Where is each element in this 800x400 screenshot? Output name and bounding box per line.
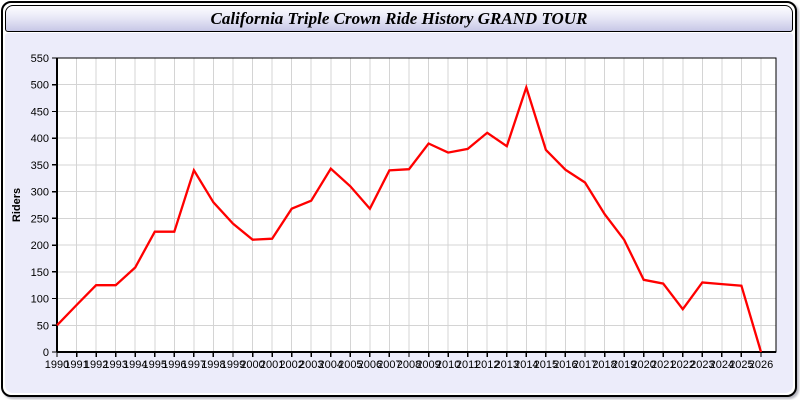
x-tick-label: 2012 — [475, 359, 499, 371]
x-tick-label: 1998 — [201, 359, 225, 371]
x-tick-label: 2021 — [651, 359, 675, 371]
title-bar: California Triple Crown Ride History GRA… — [5, 5, 793, 32]
x-tick-label: 2001 — [260, 359, 284, 371]
x-tick-label: 1992 — [84, 359, 108, 371]
riders-data-line — [56, 83, 763, 353]
x-tick-label: 2024 — [710, 359, 734, 371]
y-tick-label: 150 — [31, 267, 49, 279]
y-tick-label: 0 — [43, 347, 49, 359]
x-tick-label: 2005 — [338, 359, 362, 371]
x-tick-label: 2022 — [671, 359, 695, 371]
x-tick-label: 2000 — [240, 359, 264, 371]
x-tick-label: 2025 — [729, 359, 753, 371]
x-tick-label: 1995 — [143, 359, 167, 371]
x-tick-label: 1997 — [182, 359, 206, 371]
y-tick-label: 200 — [31, 240, 49, 252]
x-tick-label: 2015 — [534, 359, 558, 371]
page-title: California Triple Crown Ride History GRA… — [210, 8, 588, 28]
x-tick-label: 2010 — [436, 359, 460, 371]
x-tick-label: 2006 — [358, 359, 382, 371]
x-tick-label: 2018 — [592, 359, 616, 371]
x-tick-label: 2011 — [456, 359, 480, 371]
x-tick-label: 1990 — [45, 359, 69, 371]
x-tick-label: 2002 — [279, 359, 303, 371]
x-tick-label: 2020 — [631, 359, 655, 371]
y-tick-label: 100 — [31, 294, 49, 306]
x-tick-label: 2009 — [416, 359, 440, 371]
x-tick-label: 1993 — [103, 359, 127, 371]
x-tick-label: 1994 — [123, 359, 147, 371]
x-tick-label: 2008 — [397, 359, 421, 371]
x-tick-label: 2026 — [749, 359, 773, 371]
y-tick-label: 450 — [31, 106, 49, 118]
x-tick-label: 2014 — [514, 359, 538, 371]
x-tick-label: 1999 — [221, 359, 245, 371]
x-tick-label: 2013 — [495, 359, 519, 371]
y-tick-label: 550 — [31, 53, 49, 65]
y-tick-label: 300 — [31, 187, 49, 199]
x-tick-label: 2017 — [573, 359, 597, 371]
x-tick-label: 2023 — [690, 359, 714, 371]
y-axis-title: Riders — [11, 188, 23, 222]
x-tick-label: 2007 — [377, 359, 401, 371]
x-tick-label: 1996 — [162, 359, 186, 371]
y-tick-label: 350 — [31, 160, 49, 172]
plot-area — [57, 58, 776, 352]
y-tick-label: 250 — [31, 213, 49, 225]
y-tick-label: 500 — [31, 80, 49, 92]
x-tick-label: 2019 — [612, 359, 636, 371]
x-tick-label: 1991 — [64, 359, 88, 371]
x-tick-label: 2004 — [319, 359, 343, 371]
y-tick-label: 400 — [31, 133, 49, 145]
y-tick-label: 50 — [37, 320, 49, 332]
x-tick-label: 2016 — [553, 359, 577, 371]
x-tick-label: 2003 — [299, 359, 323, 371]
